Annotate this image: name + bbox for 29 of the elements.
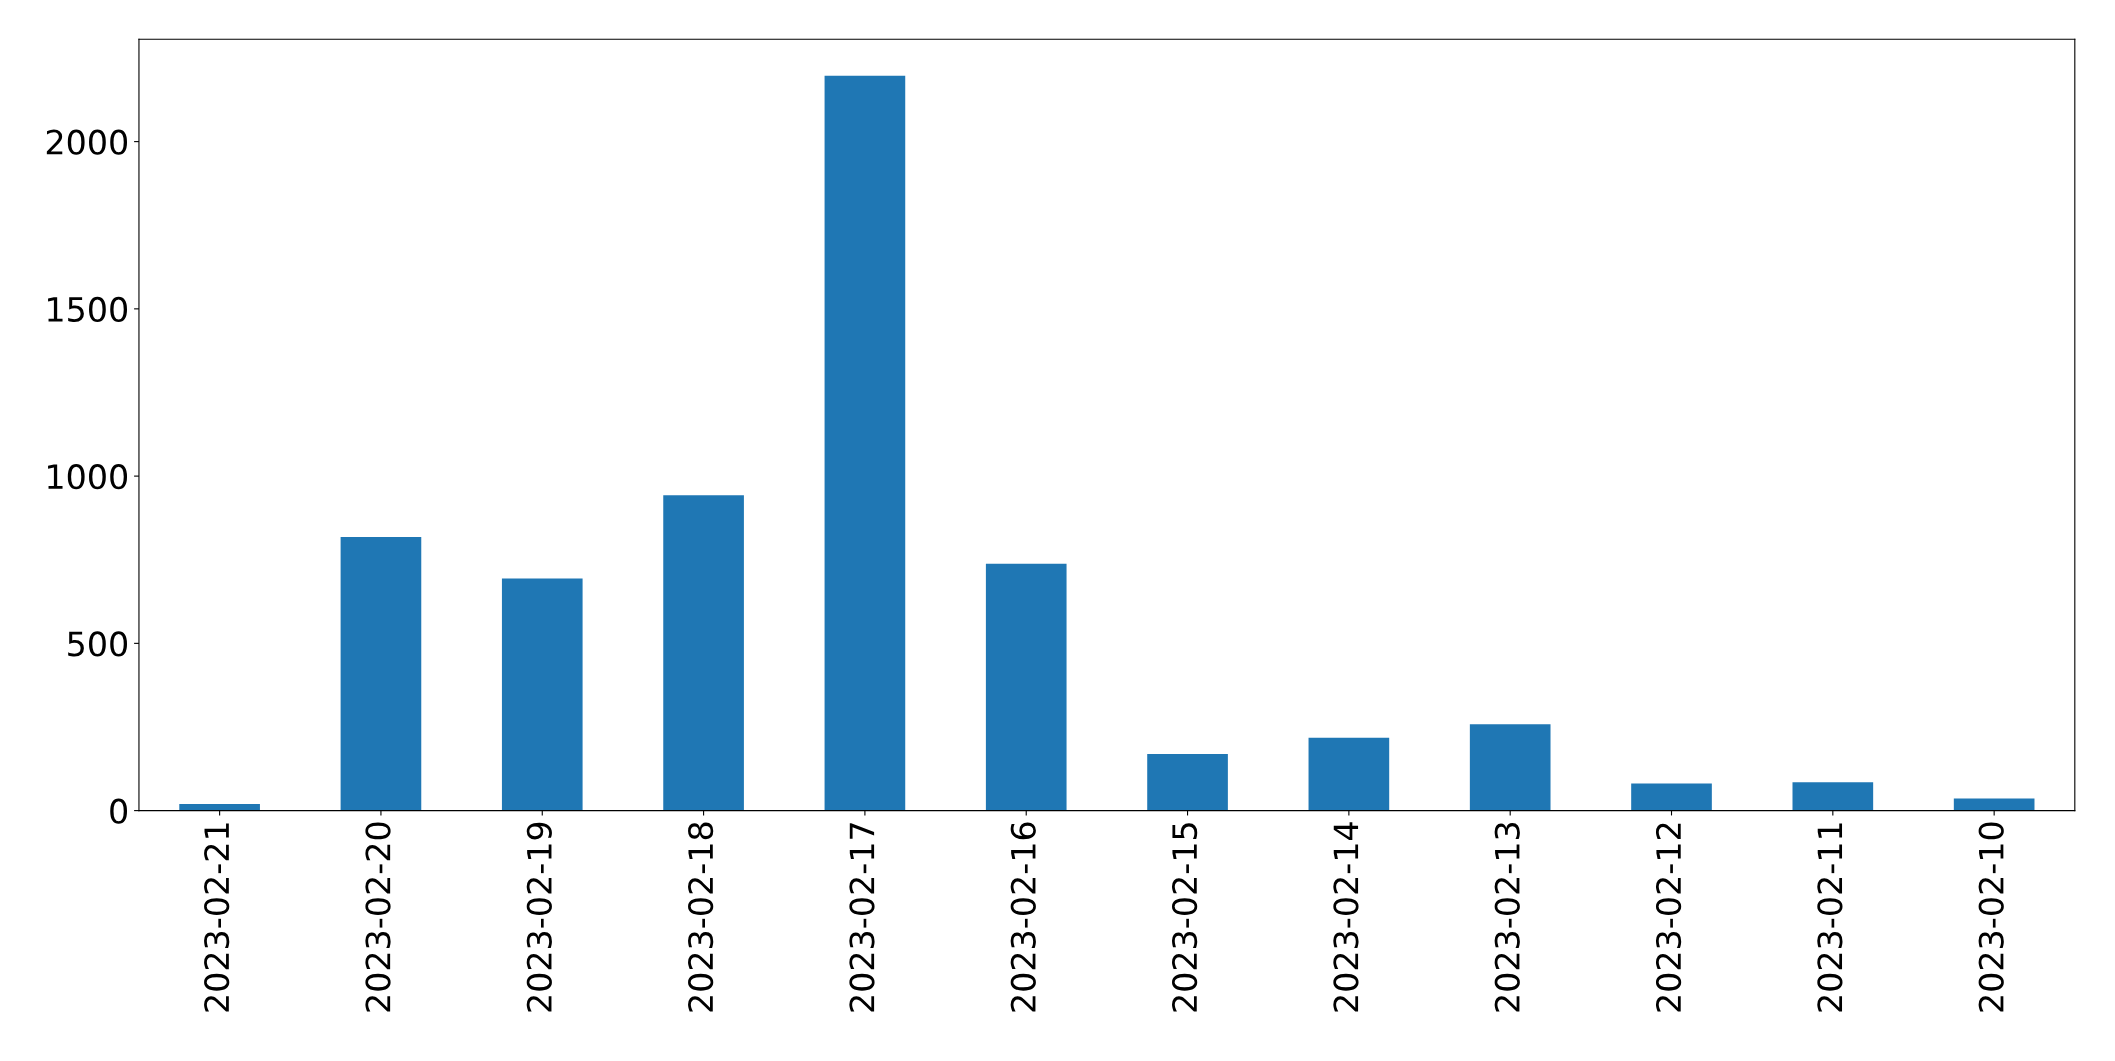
- y-tick-label: 2000: [46, 129, 128, 155]
- bar: [1792, 782, 1874, 811]
- bar: [179, 803, 260, 811]
- y-tick-label: 1000: [48, 464, 128, 490]
- bar: [340, 536, 422, 811]
- bar: [1308, 737, 1390, 811]
- y-tick-label: 0: [110, 798, 128, 824]
- x-tick-label: 2023-02-11: [1817, 823, 1843, 1012]
- x-tick-label: 2023-02-19: [526, 822, 552, 1012]
- bar: [985, 563, 1067, 811]
- bar: [1953, 798, 2035, 811]
- x-tick-label: 2023-02-17: [849, 823, 875, 1012]
- x-tick-label: 2023-02-12: [1655, 823, 1682, 1012]
- bar: [1631, 783, 1712, 811]
- x-tick-label: 2023-02-14: [1333, 822, 1359, 1012]
- bar: [663, 495, 744, 811]
- bar: [1147, 754, 1228, 811]
- x-tick-label: 2023-02-20: [365, 822, 391, 1012]
- x-tick-label: 2023-02-18: [688, 822, 714, 1012]
- y-tick-label: 500: [68, 631, 128, 657]
- bar: [501, 578, 583, 811]
- x-tick-label: 2023-02-10: [1978, 822, 2004, 1012]
- x-tick-label: 2023-02-15: [1172, 823, 1198, 1012]
- bar: [1469, 724, 1551, 811]
- x-tick-label: 2023-02-21: [204, 823, 230, 1012]
- x-tick-label: 2023-02-13: [1494, 823, 1520, 1012]
- y-tick-label: 1500: [48, 296, 128, 322]
- x-tick-label: 2023-02-16: [1010, 822, 1036, 1012]
- bar: [824, 75, 906, 811]
